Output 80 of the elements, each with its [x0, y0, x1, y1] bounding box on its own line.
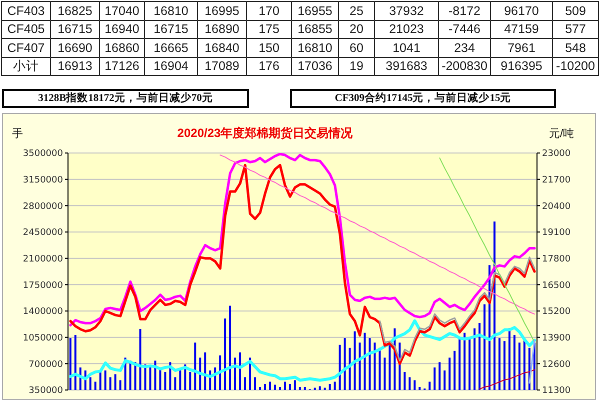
text: 96170: [504, 4, 539, 18]
text: 176: [258, 59, 280, 74]
text: 17126: [104, 59, 140, 74]
line-series: [379, 256, 536, 362]
text: -8172: [448, 4, 480, 18]
y-tick-label: 350000: [28, 386, 64, 396]
text: 16665: [154, 40, 188, 55]
y2-axis-title: 元/吨: [549, 128, 574, 140]
text: 391683: [386, 59, 428, 74]
y-axis-title: 手: [12, 128, 23, 140]
text: -10200: [556, 59, 595, 74]
text: 20: [350, 22, 364, 36]
text: 16955: [298, 4, 332, 18]
y2-tick-label: 21700: [542, 176, 571, 186]
y2-tick-label: 23000: [542, 149, 571, 160]
text: 16995: [204, 4, 240, 18]
y-tick-label: 2800000: [22, 202, 64, 212]
text: 509: [565, 4, 586, 18]
y-tick-label: 2100000: [22, 254, 64, 265]
text: 17089: [204, 59, 240, 74]
text: 16890: [204, 22, 240, 36]
line-series: [69, 164, 536, 365]
line-series: [220, 154, 536, 315]
text: CF405: [7, 22, 45, 36]
y2-tick-label: 17800: [542, 254, 571, 265]
text: 17040: [104, 4, 140, 18]
text: 47159: [504, 22, 539, 36]
text: 16715: [58, 22, 92, 36]
text: CF309合约17145元，与前日减少15元: [334, 93, 512, 104]
y-tick-label: 1400000: [22, 307, 64, 318]
text: 16904: [154, 59, 188, 74]
y2-tick-label: 16500: [542, 280, 571, 291]
text: 234: [454, 40, 475, 55]
text: 1041: [392, 40, 420, 55]
text: CF407: [7, 40, 45, 55]
y2-tick-label: 12600: [542, 360, 571, 370]
y-tick-label: 1050000: [22, 334, 64, 344]
line-series: [68, 319, 536, 382]
text: 16715: [154, 22, 188, 36]
y2-tick-label: 13900: [542, 334, 571, 344]
line-series: [69, 153, 536, 326]
text: 小计: [13, 58, 39, 75]
y2-tick-label: 19100: [542, 228, 571, 238]
text: 16940: [104, 22, 140, 36]
text: 577: [565, 22, 586, 36]
text: 19: [350, 59, 364, 74]
y2-tick-label: 11300: [542, 386, 571, 396]
text: 7961: [508, 40, 536, 55]
text: 16810: [154, 4, 188, 18]
text: 175: [258, 22, 280, 36]
y-tick-label: 3500000: [22, 149, 64, 160]
text: 16913: [58, 59, 92, 74]
line-series: [479, 369, 536, 390]
y-tick-label: 700000: [28, 360, 64, 370]
text: 16810: [298, 40, 332, 55]
text: 25: [350, 4, 364, 18]
text: -200830: [442, 59, 488, 74]
text: 170: [258, 4, 280, 18]
text: 16840: [204, 40, 240, 55]
text: 16855: [298, 22, 332, 36]
text: CF403: [7, 4, 45, 18]
text: 16690: [58, 40, 92, 55]
text: 548: [565, 40, 586, 55]
y2-tick-label: 15200: [542, 307, 571, 318]
y-tick-label: 2450000: [22, 228, 64, 238]
y-tick-label: 1750000: [22, 280, 64, 291]
text: 16825: [58, 4, 92, 18]
y-tick-label: 3150000: [22, 176, 64, 186]
y2-tick-label: 20400: [542, 202, 571, 212]
text: 21023: [389, 22, 424, 36]
text: 150: [258, 40, 280, 55]
chart-title: 2020/23年度郑棉期货日交易情况: [177, 126, 353, 140]
line-series: [439, 158, 536, 343]
text: 37932: [389, 4, 424, 18]
text: 60: [350, 40, 364, 55]
text: 17036: [298, 59, 332, 74]
text: -7446: [448, 22, 480, 36]
text: 16860: [104, 40, 140, 55]
text: 916395: [500, 59, 542, 74]
text: 3128B指数18172元，与前日减少70元: [38, 93, 213, 104]
